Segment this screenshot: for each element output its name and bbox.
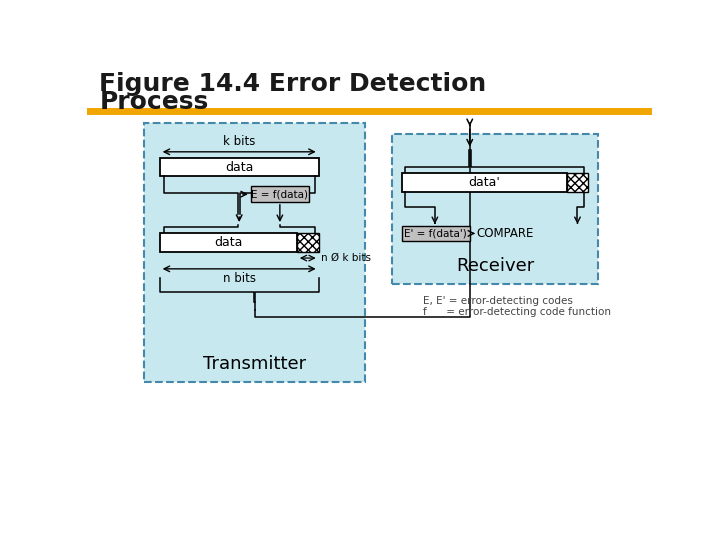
Bar [160,158,319,177]
Text: data: data [225,161,253,174]
Text: COMPARE: COMPARE [476,227,534,240]
Bar [402,226,469,241]
Bar [251,186,309,202]
Bar [160,233,297,252]
Text: E' = f(data'): E' = f(data') [404,228,467,239]
Bar [297,233,319,252]
Text: k bits: k bits [223,135,256,148]
Text: E, E' = error-detecting codes: E, E' = error-detecting codes [423,296,573,306]
Text: data: data [214,236,243,249]
Bar [144,123,365,382]
Text: data': data' [468,176,500,189]
Bar [567,173,588,192]
Text: Receiver: Receiver [456,257,534,275]
Text: Process: Process [99,90,209,114]
Bar [392,134,598,284]
Text: f      = error-detecting code function: f = error-detecting code function [423,307,611,318]
Text: Figure 14.4 Error Detection: Figure 14.4 Error Detection [99,72,487,97]
Text: Transmitter: Transmitter [203,355,306,373]
Text: n Ø k bits: n Ø k bits [321,253,371,263]
Text: n bits: n bits [222,272,256,285]
Text: E = f(data): E = f(data) [251,189,308,199]
Bar [402,173,567,192]
